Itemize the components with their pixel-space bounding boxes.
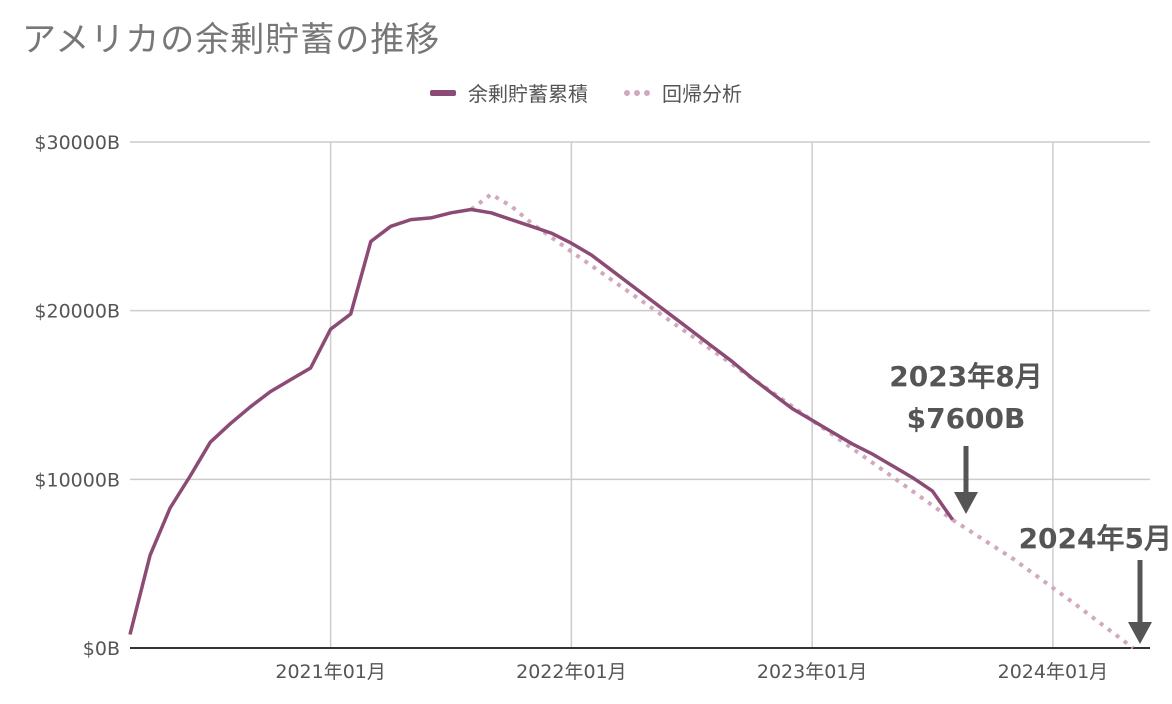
series-layer (128, 192, 1135, 650)
legend: 余剰貯蓄累積 回帰分析 (0, 78, 1172, 107)
x-tick-label: 2022年01月 (516, 661, 627, 683)
y-tick-label: $20000B (34, 301, 120, 323)
chart-title: アメリカの余剰貯蓄の推移 (22, 20, 441, 60)
x-tick-label: 2021年01月 (275, 661, 386, 683)
legend-label-actual: 余剰貯蓄累積 (468, 82, 588, 106)
legend-item-actual[interactable]: 余剰貯蓄累積 (430, 78, 588, 107)
legend-swatch-dotted (624, 89, 650, 96)
legend-label-regression: 回帰分析 (662, 82, 742, 106)
legend-swatch-solid (430, 89, 456, 96)
annotation-2023-08-date: 2023年8月 (889, 360, 1042, 393)
series-line-regression (469, 192, 1135, 650)
y-tick-label: $30000B (34, 132, 120, 154)
annotations: 2023年8月 $7600B 2024年5月 (889, 360, 1172, 644)
arrow-down-icon (1128, 560, 1152, 644)
legend-item-regression[interactable]: 回帰分析 (624, 78, 742, 107)
x-axis: 2021年01月 2022年01月 2023年01月 2024年01月 (275, 661, 1108, 683)
arrow-down-icon (954, 446, 978, 514)
x-tick-label: 2024年01月 (998, 661, 1109, 683)
y-tick-label: $10000B (34, 469, 120, 491)
annotation-2024-05-date: 2024年5月 (1019, 522, 1172, 555)
annotation-2023-08-value: $7600B (907, 402, 1026, 435)
x-tick-label: 2023年01月 (757, 661, 868, 683)
y-tick-label: $0B (83, 638, 120, 660)
series-line-actual (128, 207, 955, 635)
y-axis: $0B $10000B $20000B $30000B (34, 132, 120, 660)
grid (130, 141, 1150, 649)
